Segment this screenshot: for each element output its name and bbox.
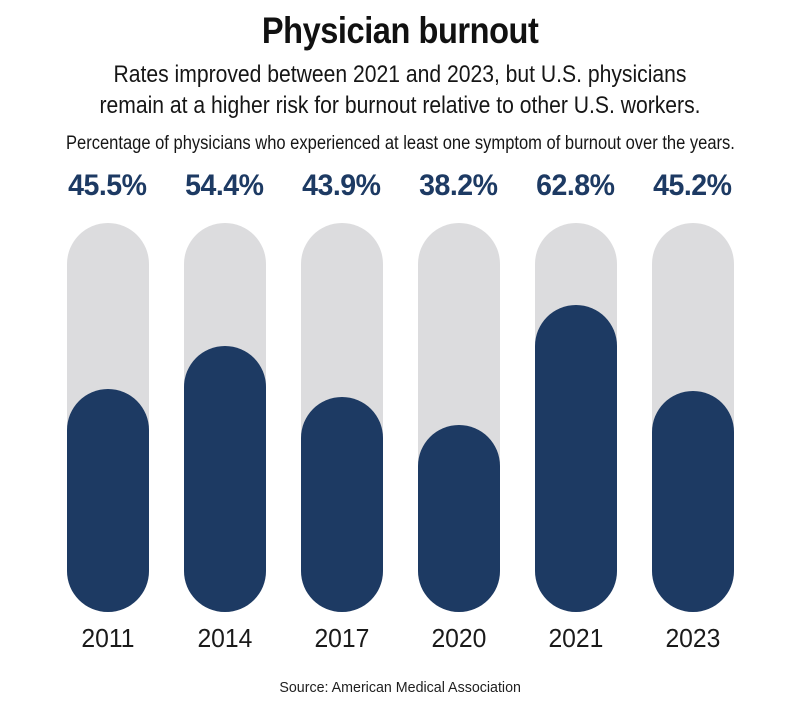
bar-category-label-text: 2017 xyxy=(314,623,369,653)
bar-category-label: 2014 xyxy=(196,623,254,653)
bar-chart: 45.5% 2011 54.4% 2014 43.9% 2017 38.2% 2020 62.8… xyxy=(0,169,800,653)
bar-category-label: 2020 xyxy=(430,623,488,653)
bar-column: 45.5% 2011 xyxy=(66,169,149,653)
bar-track xyxy=(300,223,383,612)
bar-track xyxy=(534,223,617,612)
bar-category-label-text: 2011 xyxy=(80,623,135,653)
bar-track xyxy=(183,223,266,612)
bar-column: 45.2% 2023 xyxy=(651,169,734,653)
bar-column: 54.4% 2014 xyxy=(183,169,266,653)
bar-value-label-text: 43.9% xyxy=(302,169,381,202)
bar-track xyxy=(417,223,500,612)
bar-category-label-text: 2014 xyxy=(197,623,252,653)
bar-value-label: 54.4% xyxy=(184,169,266,203)
bar-fill xyxy=(300,397,383,612)
bar-value-label-text: 54.4% xyxy=(185,169,264,202)
bar-category-label: 2021 xyxy=(547,623,605,653)
chart-description: Percentage of physicians who experienced… xyxy=(0,133,800,155)
bar-column: 38.2% 2020 xyxy=(417,169,500,653)
bar-value-label: 62.8% xyxy=(535,169,617,203)
source-note: Source: American Medical Association xyxy=(0,679,800,697)
bar-value-label-text: 45.5% xyxy=(68,169,147,202)
chart-subtitle: Rates improved between 2021 and 2023, bu… xyxy=(48,59,752,121)
chart-description-text: Percentage of physicians who experienced… xyxy=(65,133,735,154)
page-title-text: Physician burnout xyxy=(261,10,539,51)
bar-value-label: 38.2% xyxy=(418,169,500,203)
page-title: Physician burnout xyxy=(0,10,800,52)
bar-fill xyxy=(417,425,500,612)
bar-value-label-text: 45.2% xyxy=(653,169,732,202)
bar-value-label-text: 62.8% xyxy=(536,169,615,202)
source-note-text: Source: American Medical Association xyxy=(279,679,521,696)
bar-category-label-text: 2023 xyxy=(665,623,720,653)
bar-fill xyxy=(534,304,617,612)
bar-column: 43.9% 2017 xyxy=(300,169,383,653)
bar-value-label: 45.2% xyxy=(652,169,734,203)
bar-fill xyxy=(183,345,266,612)
bar-value-label: 43.9% xyxy=(301,169,383,203)
chart-subtitle-line-2: remain at a higher risk for burnout rela… xyxy=(99,92,701,119)
bar-fill xyxy=(651,390,734,612)
bar-category-label-text: 2020 xyxy=(431,623,486,653)
bar-fill xyxy=(66,389,149,612)
bar-category-label: 2017 xyxy=(313,623,371,653)
bar-value-label: 45.5% xyxy=(67,169,149,203)
bar-track xyxy=(651,223,734,612)
bar-category-label: 2011 xyxy=(80,623,136,653)
bar-column: 62.8% 2021 xyxy=(534,169,617,653)
bar-category-label-text: 2021 xyxy=(548,623,603,653)
bar-track xyxy=(66,223,149,612)
chart-subtitle-line-1: Rates improved between 2021 and 2023, bu… xyxy=(113,61,687,88)
bar-value-label-text: 38.2% xyxy=(419,169,498,202)
bar-category-label: 2023 xyxy=(664,623,722,653)
